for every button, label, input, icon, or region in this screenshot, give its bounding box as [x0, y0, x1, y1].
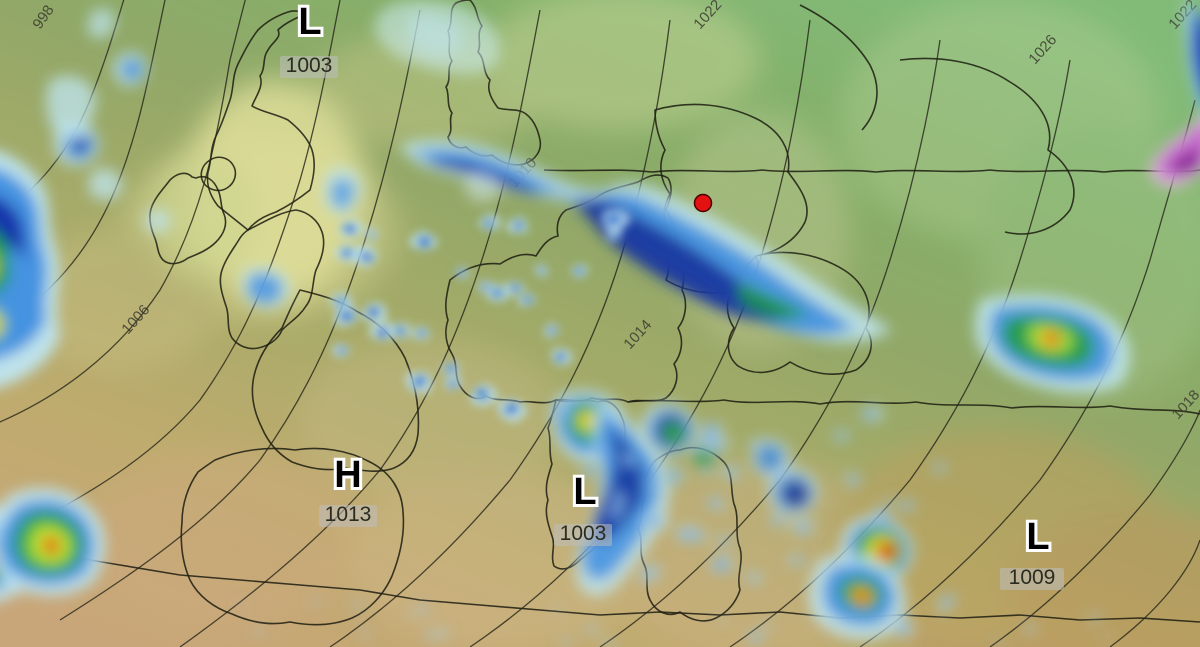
svg-text:1009: 1009	[1009, 566, 1056, 589]
svg-text:1013: 1013	[325, 503, 372, 526]
svg-text:H: H	[334, 454, 361, 496]
svg-text:1003: 1003	[560, 522, 607, 545]
svg-text:1003: 1003	[286, 54, 333, 77]
svg-text:L: L	[573, 471, 596, 513]
svg-text:L: L	[1026, 516, 1049, 558]
svg-text:L: L	[298, 1, 321, 43]
